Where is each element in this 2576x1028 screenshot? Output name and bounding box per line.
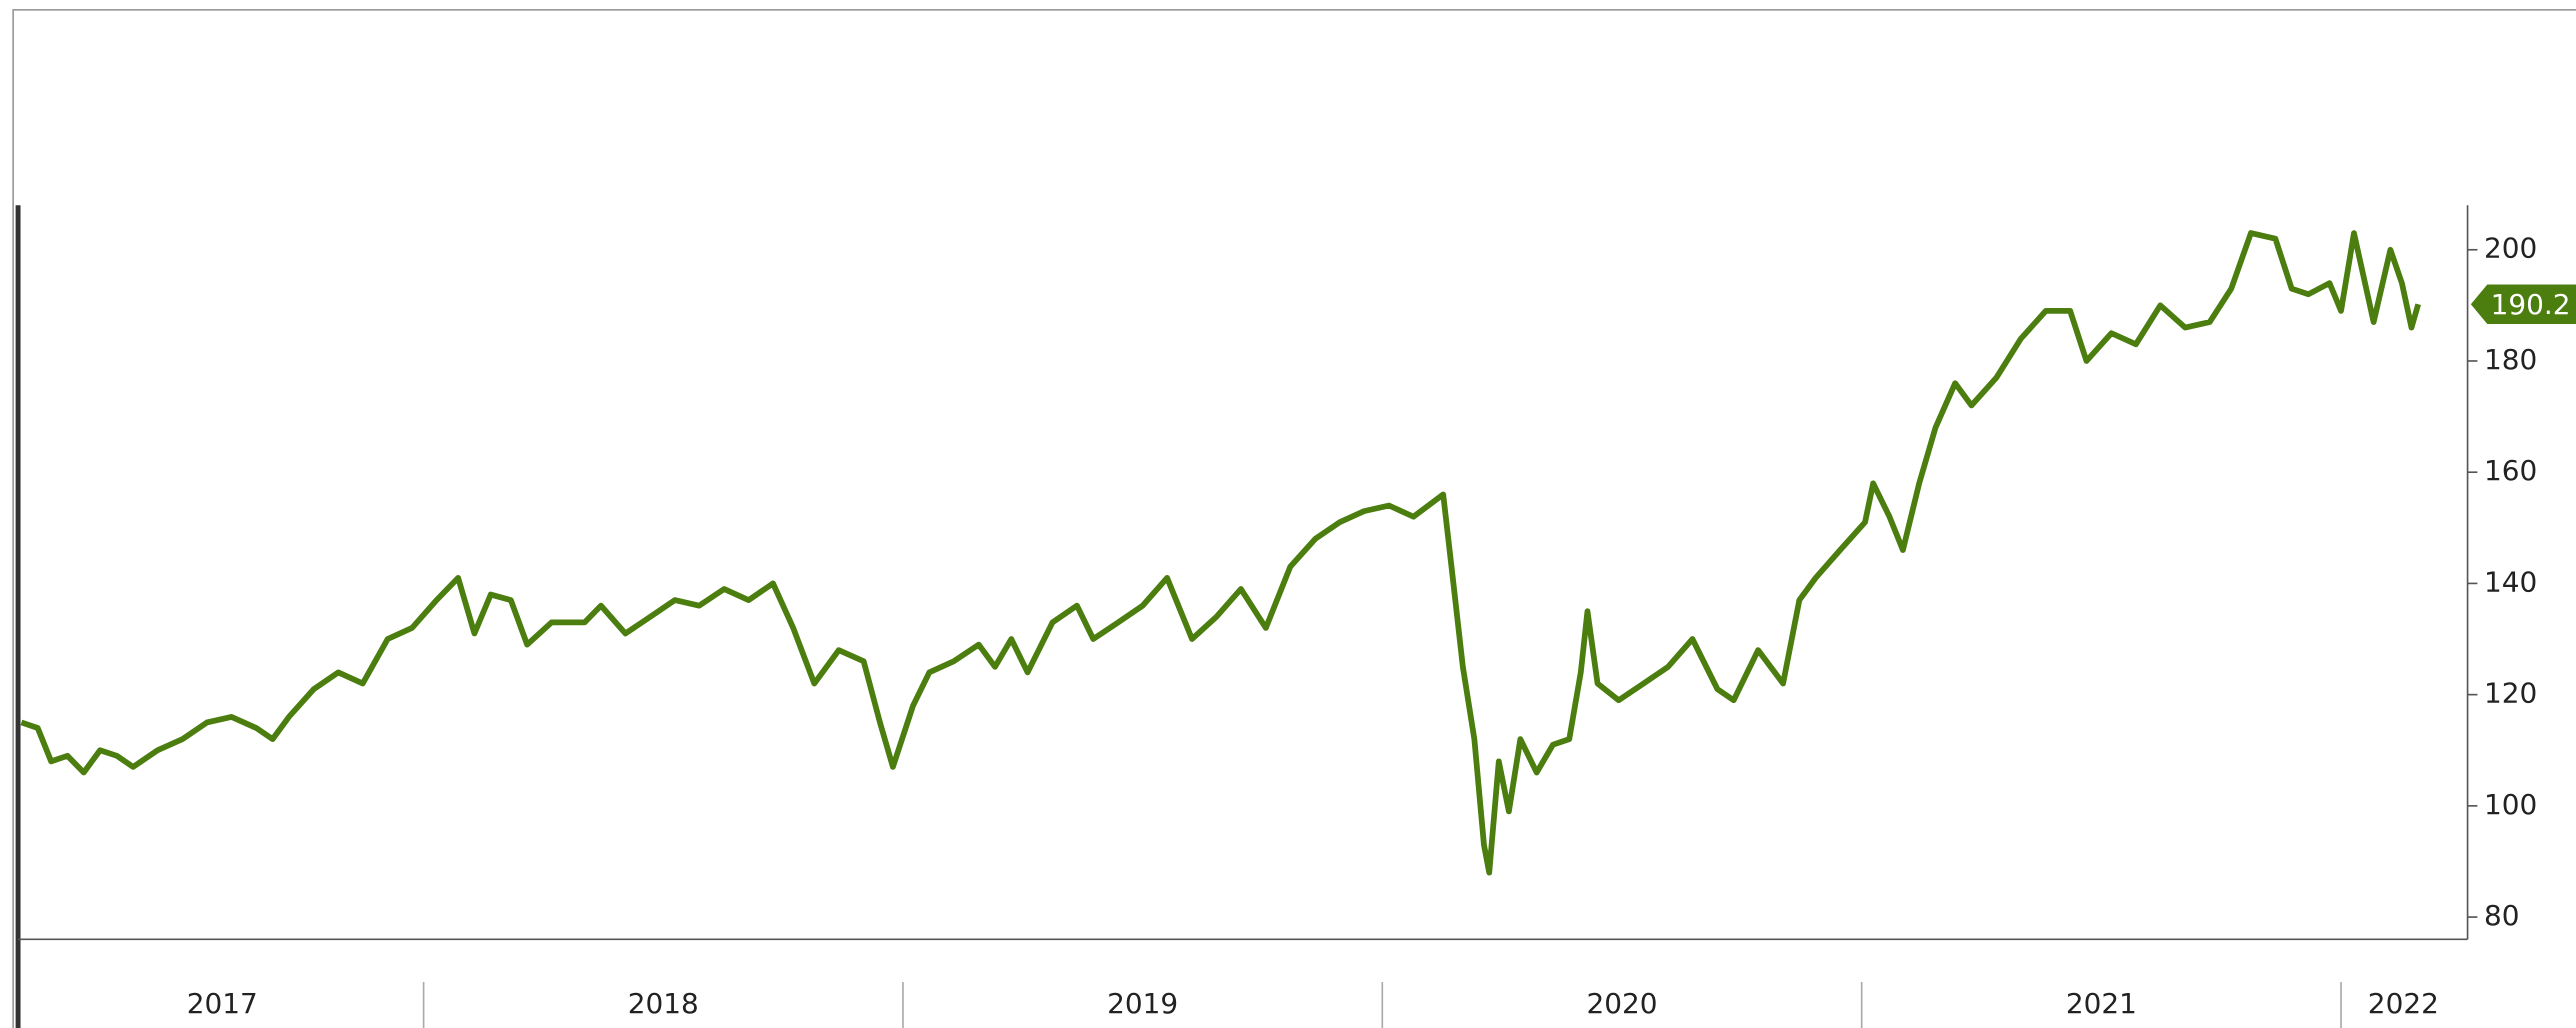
y-tick-label: 160 — [2484, 454, 2537, 487]
x-tick-label: 2022 — [2368, 987, 2439, 1020]
frame — [12, 9, 2576, 1028]
x-tick-label: 2017 — [187, 987, 258, 1020]
last-value-tag — [2470, 284, 2576, 324]
x-tick-label: 2019 — [1107, 987, 1178, 1020]
y-tick-label: 180 — [2484, 343, 2537, 376]
y-tick-label: 120 — [2484, 677, 2537, 710]
y-tick-label: 140 — [2484, 565, 2537, 598]
last-value-label: 190.2 — [2491, 288, 2571, 321]
y-tick-label: 80 — [2484, 899, 2520, 932]
x-tick-label: 2021 — [2066, 987, 2137, 1020]
x-tick-label: 2020 — [1586, 987, 1657, 1020]
x-tick-label: 2018 — [628, 987, 699, 1020]
price-line — [20, 230, 2421, 876]
y-tick-label: 200 — [2484, 232, 2537, 265]
y-tick-label: 100 — [2484, 788, 2537, 821]
